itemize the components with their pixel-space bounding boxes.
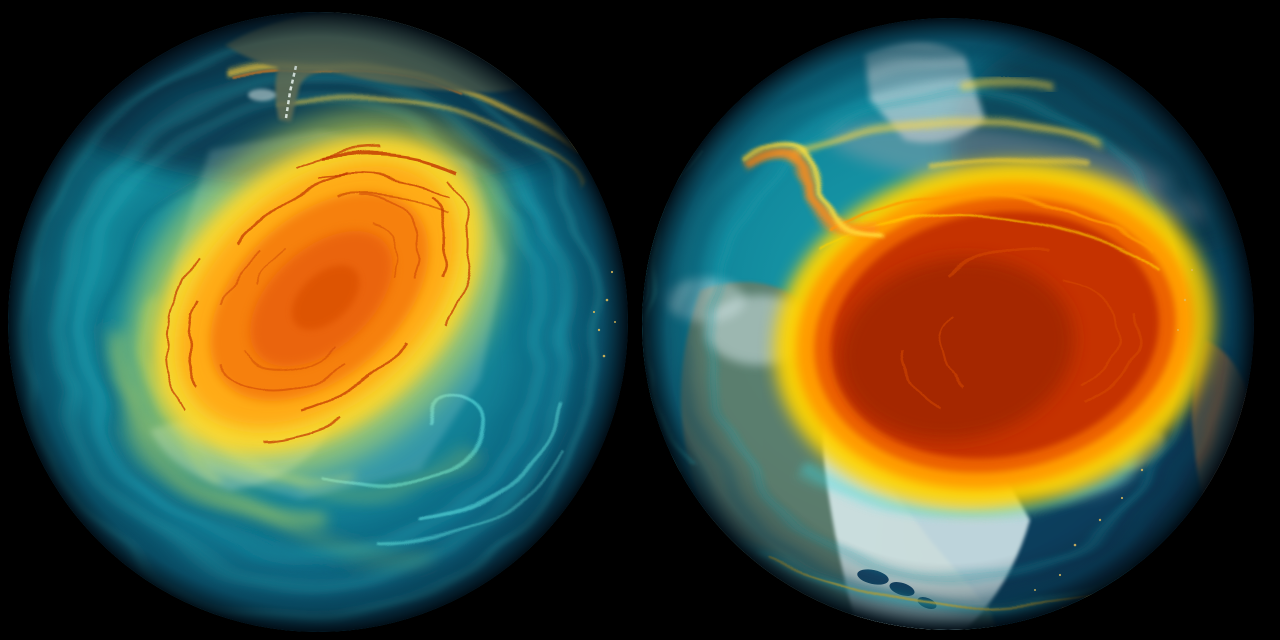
city-light	[597, 328, 601, 332]
city-light	[1120, 496, 1124, 500]
city-light	[605, 298, 609, 302]
city-light	[1034, 589, 1036, 591]
left-globe	[8, 12, 628, 632]
city-light	[592, 310, 596, 314]
city-light	[1098, 518, 1102, 522]
right-night-lights	[1034, 268, 1194, 591]
city-light	[614, 321, 616, 323]
city-light	[1140, 468, 1144, 472]
right-globe	[642, 18, 1254, 630]
city-light	[1073, 543, 1077, 547]
city-light	[1183, 298, 1187, 302]
left-limb-shading	[8, 12, 628, 632]
city-light	[1058, 573, 1062, 577]
city-light	[1177, 329, 1179, 331]
city-light	[610, 270, 614, 274]
left-night-lights	[592, 270, 616, 358]
city-light	[1190, 268, 1194, 272]
city-light	[602, 354, 606, 358]
right-limb-shading	[642, 18, 1254, 630]
